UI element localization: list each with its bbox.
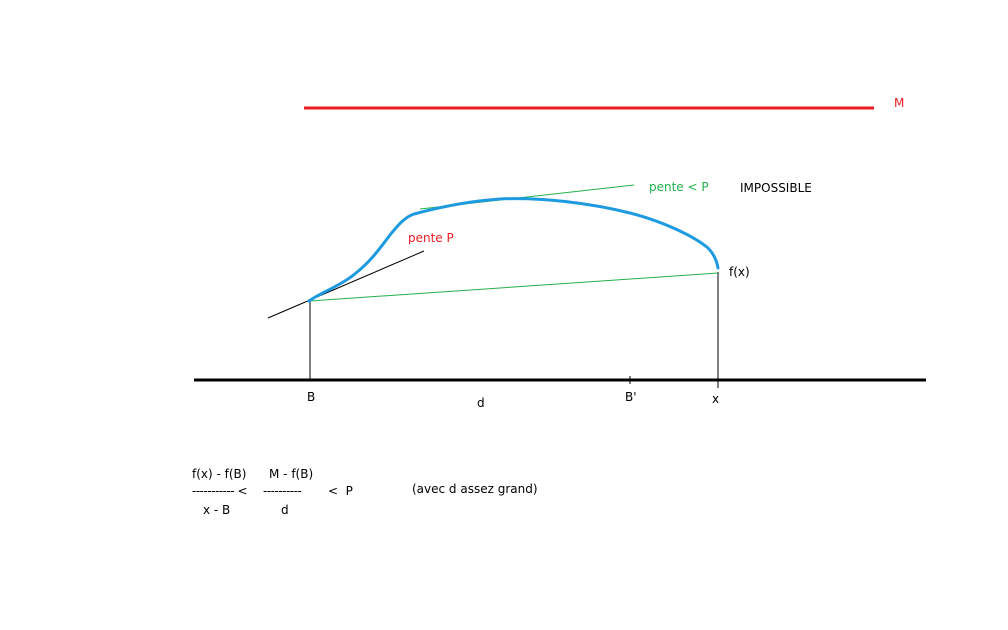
label-impossible: IMPOSSIBLE [740,181,812,195]
function-curve [307,197,720,303]
label-fx: f(x) [729,265,750,279]
formula-less-p: < P [328,484,353,498]
label-d: d [477,396,485,410]
label-b-prime: B' [625,390,637,404]
label-m: M [894,96,905,110]
formula-dashes-right: ---------- [263,484,302,498]
label-b: B [307,390,316,404]
label-pente-p: pente P [408,231,454,245]
formula-num-right: M - f(B) [269,467,314,481]
formula-num-left: f(x) - f(B) [192,467,247,481]
label-x: x [712,392,720,406]
formula-den-left: x - B [203,503,231,517]
formula-den-right: d [281,503,289,517]
label-pente-inf-p: pente < P [649,180,709,194]
formula-dashes-left: ----------- < [192,484,248,498]
formula-note: (avec d assez grand) [412,482,538,496]
tangent-line-b [267,250,425,319]
secant-line [309,272,719,302]
